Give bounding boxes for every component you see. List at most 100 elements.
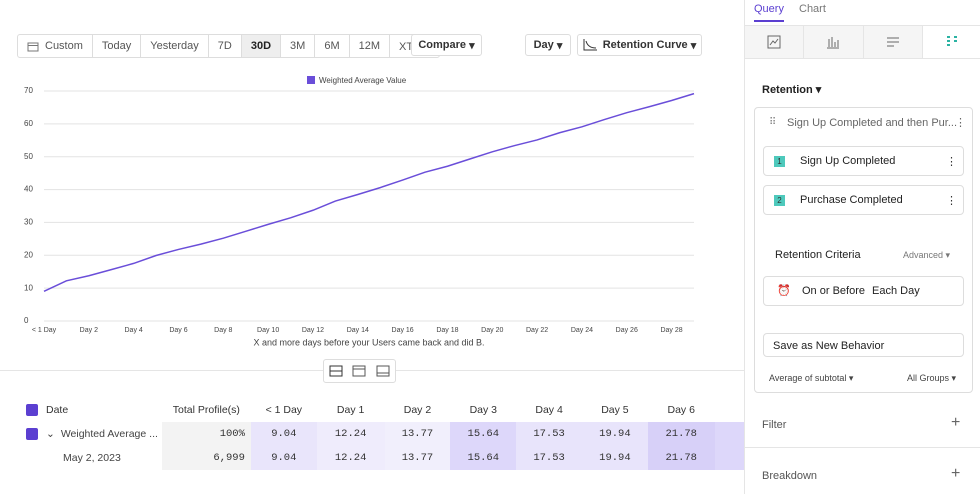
average-dropdown[interactable]: Average of subtotal ▾ (769, 373, 854, 383)
x-tick-label: Day 12 (302, 327, 324, 334)
x-tick-label: Day 24 (571, 327, 593, 334)
column-header[interactable]: < 1 Day (265, 404, 303, 416)
legend-swatch (307, 76, 315, 84)
table-row: ⌄ Weighted Average ... 100% 9.04 12.24 13.77 1… (18, 422, 745, 446)
save-button[interactable]: Save as New Behavior (763, 333, 964, 357)
side-panel: Query Chart Retention ▾ Sign Up Complete… (744, 0, 980, 494)
cell: 21.78 (647, 422, 715, 446)
criteria-box[interactable]: ⏰ On or Before Each Day (763, 276, 964, 306)
unit-button[interactable]: Day ▾ (525, 34, 571, 56)
label: Day (533, 39, 554, 51)
step[interactable]: 2 Purchase Completed ⋮ (763, 185, 964, 215)
y-tick-label: 30 (24, 218, 33, 227)
data-line (43, 92, 695, 292)
range-button[interactable]: 7D (209, 35, 242, 57)
cell: ⌄ Weighted Average ... (18, 422, 162, 446)
range-button[interactable]: Yesterday (141, 35, 209, 57)
x-tick-label: Day 14 (347, 327, 369, 334)
column-header[interactable]: Total Profile(s) (172, 404, 240, 416)
icon (329, 365, 343, 377)
x-tick-label: Day 26 (616, 327, 638, 334)
cell: 9.04 (250, 446, 317, 470)
cell: 12.24 (316, 422, 385, 446)
step[interactable]: 1 Sign Up Completed ⋮ (763, 146, 964, 176)
bar-type[interactable] (804, 26, 864, 58)
tab[interactable]: Chart (799, 3, 826, 15)
checkbox[interactable] (26, 428, 38, 441)
menu[interactable]: ⋮ (955, 117, 966, 129)
cell: 100% (161, 422, 251, 446)
y-tick-label: 70 (24, 86, 33, 95)
compare-button[interactable]: Compare ▾ (411, 34, 482, 56)
cell: 23 (714, 446, 745, 470)
y-tick-label: 0 (24, 316, 29, 325)
tab[interactable]: Query (754, 3, 784, 22)
cell: 23 (714, 422, 745, 446)
column-header[interactable]: Day 3 (469, 404, 497, 416)
range-button[interactable]: 30D (241, 35, 282, 57)
funnel-name: Sign Up Completed and then Pur... (787, 117, 957, 129)
range-button[interactable]: 3M (281, 35, 316, 57)
icon (27, 42, 39, 51)
filter[interactable]: Filter (762, 419, 787, 431)
column-header[interactable]: Day 4 (535, 404, 563, 416)
cell: 19.94 (582, 446, 648, 470)
cell: 13.77 (384, 446, 451, 470)
layout-toggle[interactable] (323, 359, 396, 383)
range-button[interactable]: Today (93, 35, 142, 57)
icon (352, 365, 366, 377)
x-tick-label: Day 8 (214, 327, 232, 334)
advanced[interactable]: Advanced ▾ (903, 250, 951, 260)
icon: ⠿ (769, 117, 777, 128)
x-tick-label: Day 2 (80, 327, 98, 334)
x-tick-label: Day 6 (169, 327, 187, 334)
range-button[interactable]: Custom (18, 35, 93, 57)
x-tick-label: Day 10 (257, 327, 279, 334)
breakdown[interactable]: Breakdown (762, 470, 818, 482)
column-header[interactable]: Day 1 (336, 404, 365, 416)
add[interactable]: + (951, 465, 961, 482)
retention-type[interactable] (922, 26, 980, 58)
cell: 15.64 (450, 422, 517, 446)
label: Retention Curve (602, 39, 688, 51)
chart: Weighted Average Value X and more days b… (24, 76, 695, 347)
metric[interactable]: Retention ▾ (762, 84, 822, 96)
cell: 19.94 (582, 422, 648, 446)
cell: May 2, 2023 (63, 452, 121, 464)
x-tick-label: Day 28 (660, 327, 682, 334)
y-tick-label: 50 (24, 152, 33, 161)
cell: 9.04 (250, 422, 317, 446)
y-tick-label: 10 (24, 283, 33, 292)
x-axis-title: X and more days before your Users came b… (253, 337, 484, 347)
criteria-label: Retention Criteria (775, 249, 861, 261)
cell: 21.78 (647, 446, 715, 470)
flow-type[interactable] (864, 26, 923, 58)
column-header[interactable]: Day 5 (601, 404, 629, 416)
groups-dropdown[interactable]: All Groups ▾ (907, 373, 957, 383)
x-tick-label: Day 18 (436, 327, 458, 334)
column-header[interactable]: Date (18, 398, 162, 422)
icon (376, 365, 390, 377)
label: Compare (418, 39, 467, 51)
cell: 17.53 (516, 422, 582, 446)
column-header[interactable]: D (715, 398, 745, 422)
column-header[interactable]: Day 2 (403, 404, 432, 416)
range-button[interactable]: 12M (350, 35, 391, 57)
checkbox[interactable] (26, 404, 38, 417)
column-header[interactable]: Day 6 (667, 404, 695, 416)
line-type[interactable] (745, 26, 805, 58)
range-button[interactable]: 6M (315, 35, 350, 57)
cell: 13.77 (384, 422, 451, 446)
x-tick-label: < 1 Day (32, 327, 57, 334)
table: Date Total Profile(s) < 1 Day Day 1 Day 2 Day… (18, 398, 745, 470)
y-tick-label: 60 (24, 119, 33, 128)
x-tick-label: Day 4 (125, 327, 143, 334)
view-button[interactable]: Retention Curve ▾ (577, 34, 702, 56)
add[interactable]: + (951, 414, 961, 431)
icon (583, 39, 597, 51)
x-tick-label: Day 16 (392, 327, 414, 334)
cell: 17.53 (516, 446, 582, 470)
legend-label: Weighted Average Value (319, 76, 407, 85)
